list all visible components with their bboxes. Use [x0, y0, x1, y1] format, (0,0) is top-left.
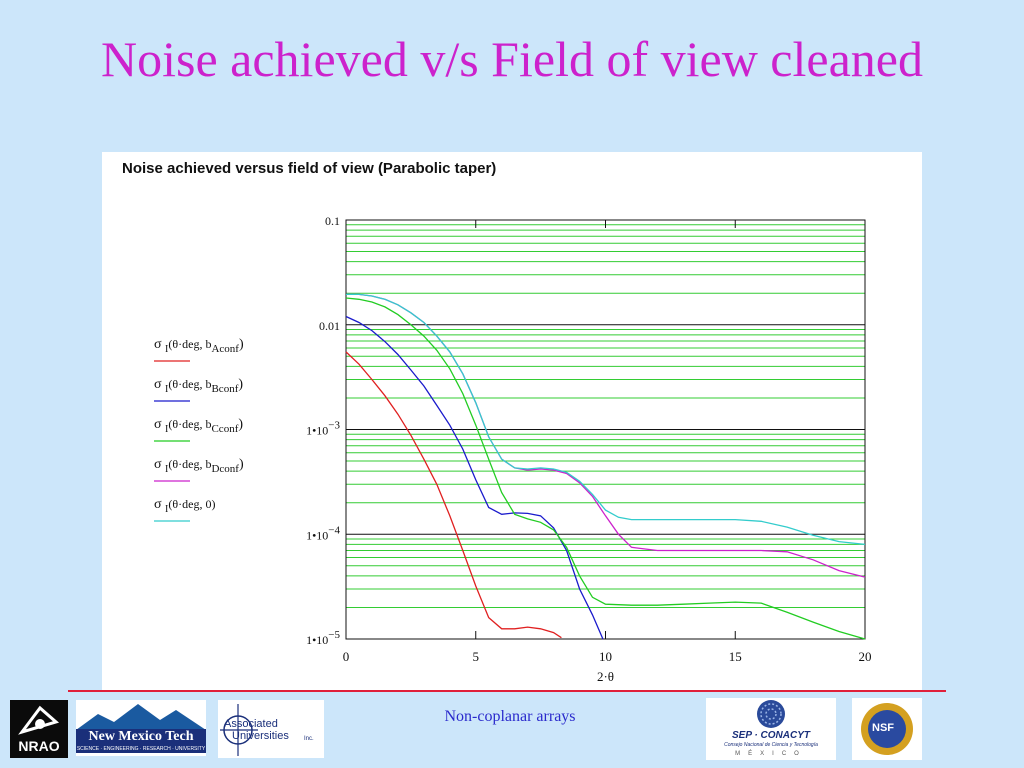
- mexico-text: MÉXICO: [735, 751, 807, 757]
- conacyt-text: SEP · CONACYT: [732, 730, 810, 741]
- nrao-logo: NRAO: [10, 700, 68, 758]
- x-tick-label: 5: [473, 649, 480, 664]
- x-tick-label: 15: [729, 649, 742, 664]
- nrao-text: NRAO: [18, 738, 60, 754]
- legend-label: σ I(θ·deg, bBconf): [154, 377, 243, 395]
- series-line-2: [345, 297, 866, 640]
- legend-label: σ I(θ·deg, bAconf): [154, 337, 244, 355]
- footer-text: Non-coplanar arrays: [444, 708, 576, 725]
- y-tick-label: 1•10−5: [306, 629, 340, 647]
- y-tick-label: 0.1: [325, 214, 340, 228]
- series-line-1: [345, 315, 604, 640]
- dish-icon: [18, 705, 60, 735]
- au-suffix: Inc.: [304, 736, 314, 742]
- nsf-globe-icon: [861, 703, 913, 755]
- conacyt-logo: SEP · CONACYT Consejo Nacional de Cienci…: [706, 698, 836, 760]
- chart-panel: Noise achieved versus field of view (Par…: [102, 152, 922, 692]
- nsf-logo: NSF: [852, 698, 922, 760]
- x-tick-label: 10: [599, 649, 612, 664]
- series-line-4: [346, 293, 866, 546]
- y-tick-label: 0.01: [319, 319, 340, 333]
- legend-label: σ I(θ·deg, bDconf): [154, 457, 244, 475]
- nmt-name: New Mexico Tech: [76, 729, 206, 745]
- conacyt-sub: Consejo Nacional de Ciencia y Tecnología: [724, 742, 818, 748]
- slide-title: Noise achieved v/s Field of view cleaned: [101, 31, 923, 87]
- legend-label: σ I(θ·deg, 0): [154, 497, 215, 515]
- au-line1: Associated: [224, 718, 278, 730]
- nmt-tagline: SCIENCE · ENGINEERING · RESEARCH · UNIVE…: [76, 745, 206, 753]
- crosshair-icon: [220, 704, 258, 756]
- x-tick-label: 20: [859, 649, 872, 664]
- legend-label: σ I(θ·deg, bCconf): [154, 417, 243, 435]
- chart-title: Noise achieved versus field of view (Par…: [122, 160, 497, 177]
- footer-divider: [68, 690, 946, 692]
- globe-icon: [757, 700, 785, 728]
- series-line-0: [345, 351, 562, 639]
- au-line2: Universities: [232, 730, 289, 742]
- chart-svg: 0 5 10 15 20 2·θ 0.1 0.01 1•10−3 1•10−4 1•10−5 σ I(…: [154, 214, 872, 684]
- au-logo: Associated Universities Inc.: [218, 700, 324, 758]
- nmt-logo: New Mexico Tech SCIENCE · ENGINEERING · …: [76, 700, 206, 756]
- y-tick-label: 1•10−3: [306, 420, 340, 438]
- x-axis-label: 2·θ: [597, 669, 614, 684]
- x-tick-label: 0: [343, 649, 350, 664]
- y-tick-label: 1•10−4: [306, 524, 340, 542]
- mountains-icon: [76, 704, 206, 730]
- nsf-text: NSF: [872, 722, 894, 734]
